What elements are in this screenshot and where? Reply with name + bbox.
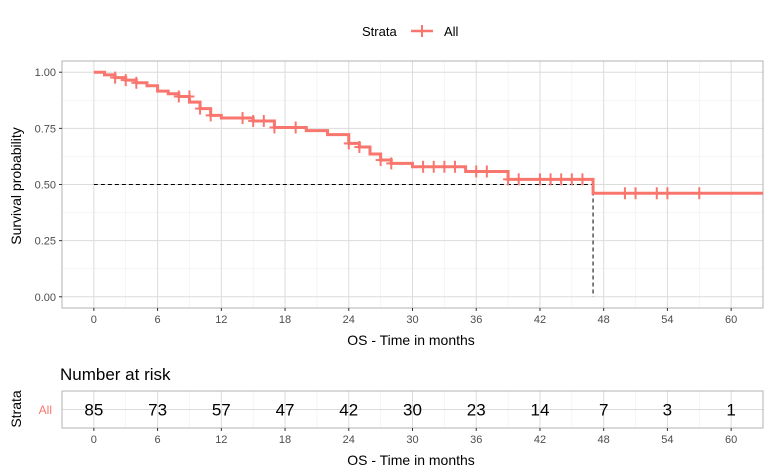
risk-table-title: Number at risk <box>60 365 171 384</box>
censor-mark <box>651 187 662 200</box>
censor-mark <box>258 114 269 127</box>
censor-marks <box>110 71 705 200</box>
censor-mark <box>120 74 131 87</box>
risk-count: 23 <box>467 401 486 420</box>
survival-y-ticks: 0.00 0.25 0.50 0.75 1.00 <box>35 67 62 304</box>
x-tick-label: 42 <box>534 314 546 326</box>
censor-mark <box>343 137 354 150</box>
censor-mark <box>428 160 439 173</box>
censor-mark <box>577 173 588 186</box>
survival-x-axis-title: OS - Time in months <box>347 332 475 348</box>
censor-mark <box>248 114 259 127</box>
risk-x-tick-label: 12 <box>215 434 227 446</box>
risk-x-tick-label: 30 <box>406 434 418 446</box>
censor-mark <box>449 160 460 173</box>
y-tick-label: 1.00 <box>35 67 56 79</box>
risk-count: 47 <box>276 401 295 420</box>
risk-count: 14 <box>530 401 549 420</box>
risk-x-tick-label: 48 <box>598 434 610 446</box>
censor-mark <box>503 173 514 186</box>
censor-mark <box>481 165 492 178</box>
x-tick-label: 60 <box>725 314 737 326</box>
x-tick-label: 24 <box>343 314 355 326</box>
censor-mark <box>545 173 556 186</box>
median-survival-lines <box>93 184 594 297</box>
censor-mark <box>630 187 641 200</box>
y-tick-label: 0.25 <box>35 236 56 248</box>
risk-x-tick-label: 18 <box>279 434 291 446</box>
risk-x-tick-label: 0 <box>91 434 97 446</box>
risk-table-row-label: All <box>39 403 52 417</box>
y-tick-label: 0.75 <box>35 123 56 135</box>
survival-y-axis-title: Survival probability <box>8 127 24 245</box>
x-tick-label: 6 <box>155 314 161 326</box>
risk-table-x-ticks: 0 6 12 18 24 30 36 42 48 54 60 <box>91 428 737 446</box>
risk-count: 7 <box>599 401 608 420</box>
risk-x-tick-label: 6 <box>155 434 161 446</box>
x-tick-label: 54 <box>661 314 673 326</box>
risk-table-x-axis-title: OS - Time in months <box>347 452 475 468</box>
censor-mark <box>110 71 121 84</box>
censor-mark <box>269 121 280 134</box>
x-tick-label: 18 <box>279 314 291 326</box>
y-tick-label: 0.50 <box>35 180 56 192</box>
x-tick-label: 30 <box>406 314 418 326</box>
risk-table-y-axis-title: Strata <box>8 390 24 428</box>
censor-mark <box>386 157 397 170</box>
censor-mark <box>439 160 450 173</box>
risk-count: 30 <box>403 401 422 420</box>
censor-mark <box>534 173 545 186</box>
risk-count: 85 <box>84 401 103 420</box>
risk-table-values: 85 73 57 47 42 30 23 14 7 3 1 <box>84 401 735 420</box>
risk-x-tick-label: 54 <box>661 434 673 446</box>
risk-count: 1 <box>726 401 735 420</box>
censor-mark <box>184 90 195 103</box>
censor-mark <box>205 109 216 122</box>
censor-mark <box>375 154 386 167</box>
risk-count: 73 <box>148 401 167 420</box>
censor-mark <box>513 173 524 186</box>
x-tick-label: 36 <box>470 314 482 326</box>
risk-x-tick-label: 24 <box>343 434 355 446</box>
censor-mark <box>290 121 301 134</box>
risk-count: 3 <box>663 401 672 420</box>
censor-mark <box>173 90 184 103</box>
risk-count: 57 <box>212 401 231 420</box>
censor-mark <box>662 187 673 200</box>
risk-x-tick-label: 42 <box>534 434 546 446</box>
legend-title: Strata <box>362 24 397 39</box>
censor-mark <box>354 141 365 154</box>
x-tick-label: 48 <box>598 314 610 326</box>
censor-mark <box>237 112 248 125</box>
risk-table: Number at risk 85 73 57 47 42 30 23 14 7 3 1 0 6 12 1… <box>8 365 764 468</box>
survival-x-ticks: 0 6 12 18 24 30 36 42 48 54 60 <box>91 308 737 326</box>
x-tick-label: 0 <box>91 314 97 326</box>
censor-mark <box>418 160 429 173</box>
legend-label: All <box>444 24 459 39</box>
risk-count: 42 <box>339 401 358 420</box>
y-tick-label: 0.00 <box>35 292 56 304</box>
censor-mark <box>471 165 482 178</box>
x-tick-label: 12 <box>215 314 227 326</box>
censor-mark <box>195 102 206 115</box>
legend: Strata All <box>362 24 459 39</box>
censor-mark <box>556 173 567 186</box>
censor-mark <box>566 173 577 186</box>
censor-mark <box>131 76 142 89</box>
survival-plot: 0 6 12 18 24 30 36 42 48 54 60 0.00 0.25 0.50 0.75 1.0… <box>8 60 764 348</box>
risk-x-tick-label: 36 <box>470 434 482 446</box>
censor-mark <box>694 187 705 200</box>
censor-mark <box>619 187 630 200</box>
risk-x-tick-label: 60 <box>725 434 737 446</box>
